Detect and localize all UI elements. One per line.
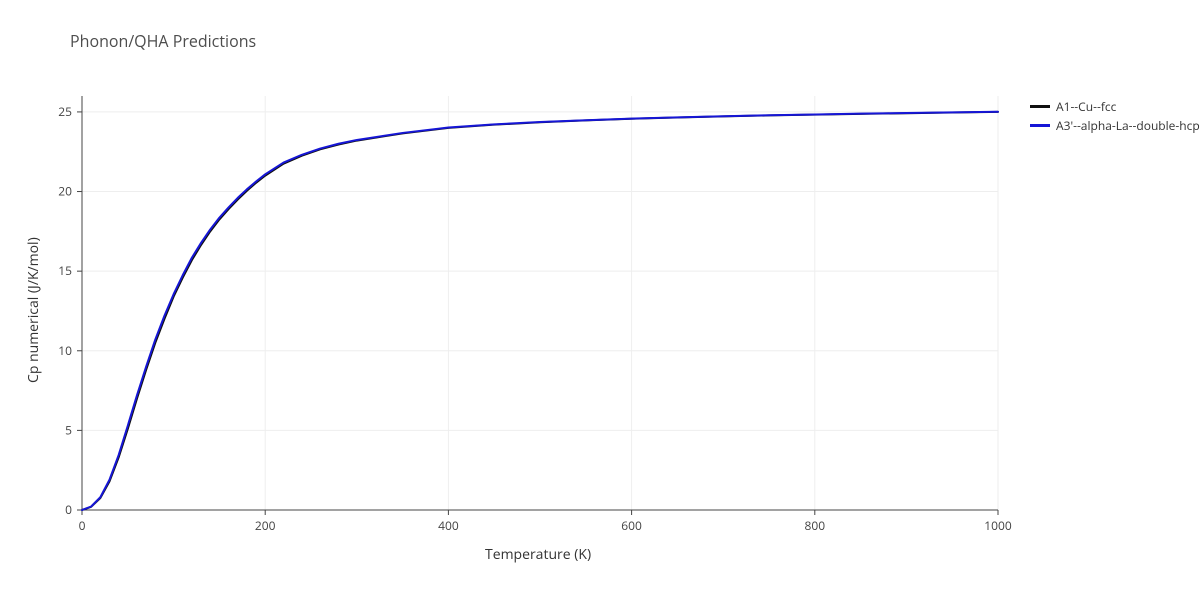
x-tick-label: 800 bbox=[805, 517, 826, 534]
y-tick-label: 25 bbox=[58, 103, 72, 120]
chart-container: Phonon/QHA Predictions 02004006008001000… bbox=[0, 0, 1200, 600]
x-tick-label: 400 bbox=[438, 517, 459, 534]
y-tick-label: 15 bbox=[58, 262, 72, 279]
legend-swatch bbox=[1030, 105, 1050, 108]
y-tick-label: 20 bbox=[58, 183, 72, 200]
series-line bbox=[82, 112, 998, 510]
y-tick-label: 10 bbox=[58, 342, 72, 359]
x-axis-label: Temperature (K) bbox=[485, 545, 591, 564]
legend-label: A1--Cu--fcc bbox=[1056, 98, 1116, 115]
x-tick-label: 200 bbox=[255, 517, 276, 534]
legend-item[interactable]: A3'--alpha-La--double-hcp bbox=[1030, 117, 1200, 134]
plot-area: 0 200 400 600 800 1000 0 5 10 15 20 25 bbox=[0, 0, 1200, 600]
y-tick-label: 0 bbox=[65, 501, 72, 518]
x-tick-label: 0 bbox=[79, 517, 86, 534]
legend-item[interactable]: A1--Cu--fcc bbox=[1030, 98, 1200, 115]
legend: A1--Cu--fcc A3'--alpha-La--double-hcp bbox=[1030, 98, 1200, 136]
x-tick-label: 1000 bbox=[984, 517, 1012, 534]
y-axis-label: Cp numerical (J/K/mol) bbox=[24, 237, 43, 383]
legend-swatch bbox=[1030, 124, 1050, 127]
x-tick-label: 600 bbox=[621, 517, 642, 534]
y-tick-label: 5 bbox=[65, 421, 72, 438]
series-line bbox=[82, 112, 998, 510]
legend-label: A3'--alpha-La--double-hcp bbox=[1056, 117, 1200, 134]
